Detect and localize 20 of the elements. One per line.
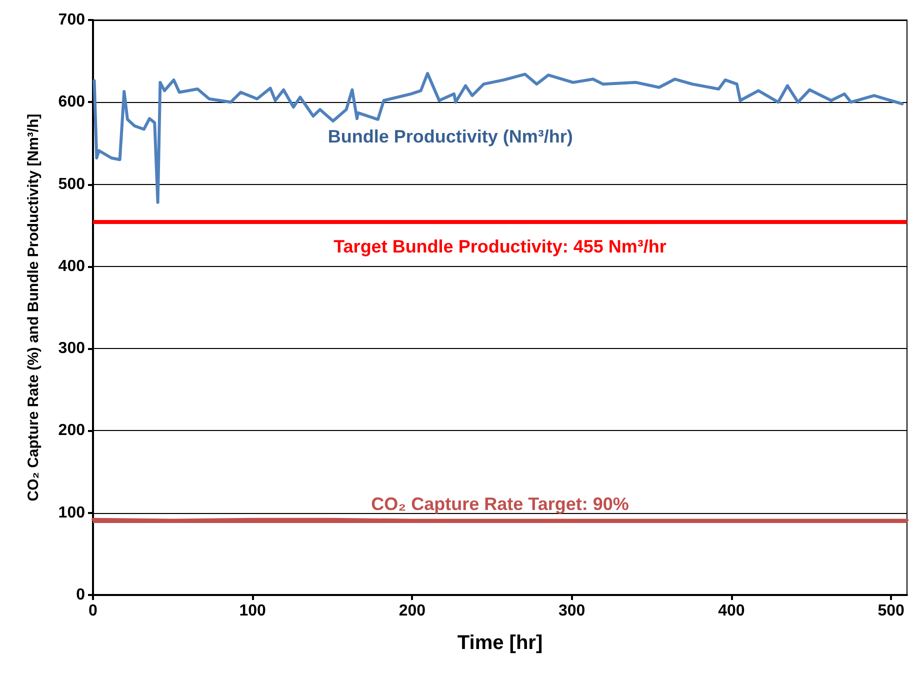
x-tick-label: 300 [558,602,586,620]
ref-line-label: CO₂ Capture Rate Target: 90% [371,494,629,514]
y-tick-label: 500 [58,176,86,193]
y-tick-label: 0 [76,586,86,604]
x-tick-label: 0 [88,602,98,620]
x-tick-label: 500 [878,602,904,620]
x-axis-title: Time [hr] [457,632,543,654]
y-tick-label: 600 [58,94,86,111]
line-series [92,72,904,204]
y-tick-label: 300 [58,340,86,358]
y-tick-label: 400 [58,258,86,275]
series-label: Bundle Productivity (Nm³/hr) [328,126,573,146]
y-axis-title: CO₂ Capture Rate (%) and Bundle Productivity [Nm³/h] [25,114,42,502]
y-tick-label: 100 [58,504,86,522]
x-tick-label: 200 [398,602,426,620]
x-tick-label: 100 [239,602,266,620]
y-tick-label: 700 [58,12,86,28]
x-tick-label: 400 [718,602,745,620]
y-tick-label: 200 [58,422,86,440]
ref-line-label: Target Bundle Productivity: 455 Nm³/hr [334,236,666,256]
